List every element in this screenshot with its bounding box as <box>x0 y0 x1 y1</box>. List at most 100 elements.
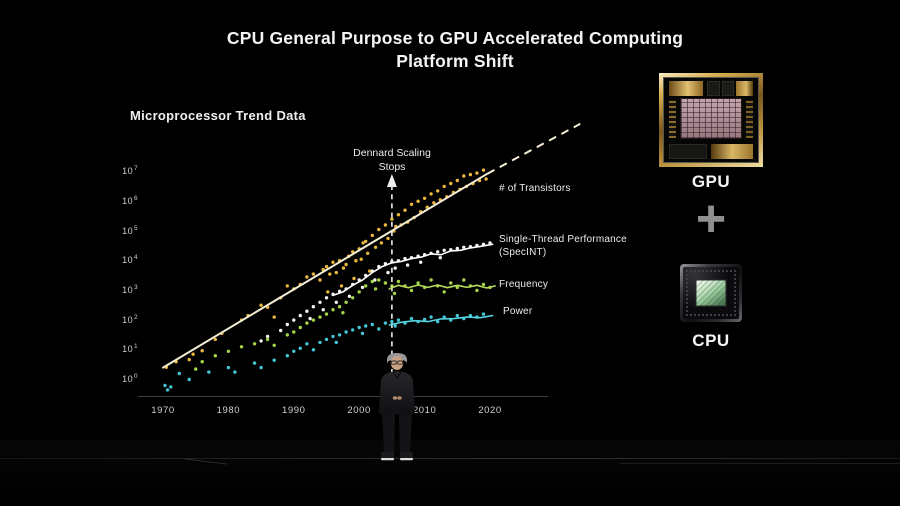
scatter-point-frequency <box>341 311 345 315</box>
scatter-point-frequency <box>449 281 453 285</box>
scatter-point-transistors <box>361 241 365 245</box>
scatter-point-power <box>177 371 181 376</box>
scatter-point-power <box>207 370 211 374</box>
scatter-point-single_thread <box>311 305 316 309</box>
scatter-point-frequency <box>226 349 231 353</box>
scatter-point-transistors <box>442 184 446 189</box>
scatter-point-frequency <box>383 281 388 285</box>
scatter-point-single_thread <box>409 256 414 260</box>
scatter-point-transistors <box>187 357 191 362</box>
scatter-point-frequency <box>475 288 479 293</box>
scatter-point-frequency <box>488 285 492 290</box>
scatter-point-single_thread <box>422 253 427 257</box>
scatter-point-frequency <box>392 291 397 296</box>
scatter-point-transistors <box>334 270 338 275</box>
scatter-point-power <box>468 313 473 318</box>
scatter-point-transistors <box>191 352 195 356</box>
scatter-point-frequency <box>305 321 309 325</box>
scatter-point-power <box>377 327 381 331</box>
scatter-point-transistors <box>259 303 263 307</box>
scatter-point-transistors <box>305 275 309 279</box>
scatter-point-power <box>436 319 440 324</box>
scatter-point-single_thread <box>419 260 423 264</box>
scatter-point-transistors <box>383 223 388 227</box>
scatter-point-single_thread <box>429 251 433 255</box>
scatter-point-power <box>272 358 276 362</box>
scatter-point-transistors <box>174 360 178 364</box>
scatter-point-single_thread <box>305 309 309 313</box>
presenter-shoe <box>400 452 413 459</box>
x-tick-label: 1980 <box>216 405 241 416</box>
scatter-point-power <box>396 318 401 322</box>
scatter-point-frequency <box>324 312 329 316</box>
scatter-point-transistors <box>422 196 427 200</box>
stage-floor <box>0 440 900 506</box>
gpu-hbm-block <box>711 144 754 159</box>
scatter-point-power <box>390 319 394 324</box>
scatter-point-frequency <box>213 354 217 358</box>
slide-title: CPU General Purpose to GPU Accelerated C… <box>115 27 795 73</box>
y-tick-label: 103 <box>122 283 138 295</box>
trend-projection-transistors <box>486 122 581 175</box>
glasses-icon <box>390 360 397 365</box>
scatter-point-transistors <box>213 337 217 342</box>
scatter-point-single_thread <box>449 248 453 252</box>
gpu-dark-block <box>721 81 735 96</box>
scatter-point-transistors <box>436 189 440 193</box>
scatter-point-frequency <box>396 279 401 284</box>
scatter-point-power <box>233 370 237 374</box>
series-label-frequency: Frequency <box>499 279 549 290</box>
scatter-point-transistors <box>347 254 351 258</box>
scatter-point-transistors <box>373 245 378 249</box>
cpu-chip-substrate <box>683 267 739 319</box>
scatter-point-frequency <box>311 318 316 322</box>
scatter-point-transistors <box>351 250 355 254</box>
scatter-point-single_thread <box>390 259 394 264</box>
scatter-point-frequency <box>481 282 486 287</box>
scatter-point-power <box>481 312 486 316</box>
scatter-point-transistors <box>164 365 168 369</box>
scatter-point-transistors <box>377 227 381 232</box>
scatter-point-transistors <box>471 181 475 186</box>
scatter-point-single_thread <box>279 328 283 333</box>
scatter-point-transistors <box>429 192 433 196</box>
scatter-point-frequency <box>455 285 459 290</box>
scatter-point-frequency <box>194 367 198 371</box>
presenter-leg <box>399 415 412 452</box>
scatter-point-frequency <box>416 281 420 285</box>
scatter-point-transistors <box>458 187 462 192</box>
scatter-point-power <box>298 346 302 350</box>
scatter-point-transistors <box>357 247 361 251</box>
trend-line-single_thread <box>332 243 494 297</box>
scatter-point-transistors <box>432 201 436 205</box>
scatter-point-transistors <box>344 262 348 267</box>
gpu-hbm-block <box>735 81 754 96</box>
scatter-point-transistors <box>352 276 356 281</box>
scatter-point-single_thread <box>481 242 486 246</box>
scatter-point-single_thread <box>337 289 342 293</box>
slide-title-line2: Platform Shift <box>396 51 514 72</box>
cpu-pins <box>686 270 736 316</box>
series-label-single-thread: Single-Thread Performance (SpecINT) <box>499 234 627 258</box>
scatter-point-single_thread <box>442 248 446 252</box>
scatter-point-power <box>169 385 173 389</box>
y-tick-label: 101 <box>122 343 138 355</box>
scatter-point-transistors <box>370 233 374 238</box>
scatter-point-transistors <box>324 264 329 269</box>
scatter-point-transistors <box>419 210 423 214</box>
scatter-point-transistors <box>399 223 403 227</box>
scatter-point-power <box>337 333 342 337</box>
stage-edge <box>0 458 900 459</box>
gpu-label: GPU <box>691 172 731 191</box>
scatter-point-power <box>462 316 466 321</box>
scatter-point-power <box>475 315 479 319</box>
scatter-point-single_thread <box>321 308 325 312</box>
scatter-point-transistors <box>455 178 459 183</box>
scatter-point-transistors <box>298 282 302 287</box>
scatter-point-transistors <box>339 284 344 288</box>
scatter-point-transistors <box>484 177 488 181</box>
scatter-point-transistors <box>311 272 316 276</box>
y-tick-label: 105 <box>122 224 138 236</box>
scatter-point-transistors <box>403 208 407 212</box>
presenter-jacket <box>379 371 415 415</box>
